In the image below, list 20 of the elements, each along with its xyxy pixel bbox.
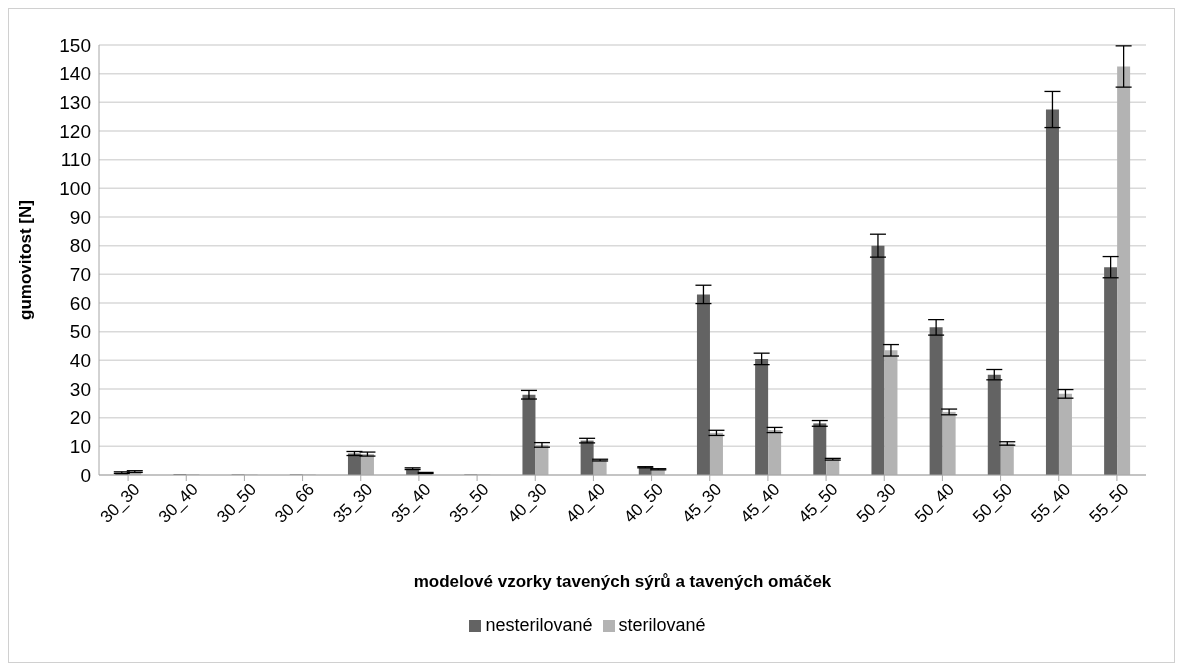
- y-tick-label: 60: [69, 292, 91, 314]
- y-tick-label: 70: [69, 264, 91, 286]
- y-tick-label: 120: [59, 120, 91, 142]
- y-tick-label: 80: [69, 235, 91, 257]
- y-tick-label: 130: [59, 92, 91, 114]
- y-tick-label: 30: [69, 378, 91, 400]
- y-tick-label: 90: [69, 206, 91, 228]
- y-tick-label: 40: [69, 350, 91, 372]
- legend-label: nesterilované: [485, 615, 593, 635]
- legend-label: sterilované: [618, 615, 706, 635]
- y-tick-label: 20: [69, 407, 91, 429]
- y-tick-label: 150: [59, 34, 91, 56]
- y-tick-label: 100: [59, 178, 91, 200]
- y-tick-label: 140: [59, 63, 91, 85]
- x-axis-title: modelové vzorky tavených sýrů a tavených omáček: [413, 572, 832, 591]
- y-tick-label: 110: [60, 149, 91, 171]
- y-axis-title: gumovitost [N]: [16, 200, 36, 320]
- y-tick-label: 50: [69, 321, 91, 343]
- y-tick-label: 10: [69, 436, 91, 458]
- y-tick-label: 0: [80, 464, 91, 486]
